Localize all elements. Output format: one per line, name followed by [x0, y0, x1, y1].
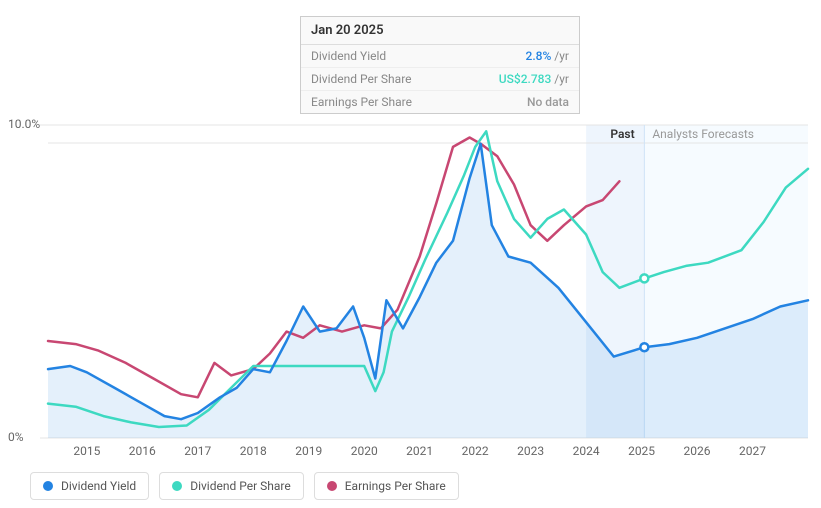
x-axis-label: 2022	[462, 444, 489, 458]
tooltip-metric-label: Dividend Yield	[311, 49, 526, 63]
legend-item[interactable]: Dividend Per Share	[159, 472, 304, 500]
x-axis-label: 2025	[628, 444, 655, 458]
dividend-chart: Jan 20 2025 Dividend Yield2.8% /yrDivide…	[0, 0, 821, 508]
tooltip-metric-value: No data	[527, 95, 569, 109]
legend-label: Dividend Yield	[61, 479, 136, 493]
legend-dot-icon	[172, 481, 182, 491]
x-axis-label: 2019	[295, 444, 322, 458]
x-axis-label: 2023	[517, 444, 544, 458]
x-axis-label: 2016	[129, 444, 156, 458]
x-axis-label: 2018	[240, 444, 267, 458]
tooltip-row: Dividend Yield2.8% /yr	[301, 45, 579, 68]
tooltip-row: Dividend Per ShareUS$2.783 /yr	[301, 68, 579, 91]
past-region-label: Past	[610, 127, 634, 141]
x-axis-label: 2017	[184, 444, 211, 458]
legend-dot-icon	[43, 481, 53, 491]
legend-label: Dividend Per Share	[190, 479, 291, 493]
x-axis-label: 2024	[573, 444, 600, 458]
x-axis-label: 2026	[684, 444, 711, 458]
chart-legend: Dividend Yield Dividend Per Share Earnings…	[30, 472, 459, 500]
tooltip-date: Jan 20 2025	[301, 17, 579, 45]
tooltip-metric-label: Earnings Per Share	[311, 95, 527, 109]
tooltip-metric-value: US$2.783 /yr	[499, 72, 569, 86]
legend-dot-icon	[327, 481, 337, 491]
tooltip-metric-label: Dividend Per Share	[311, 72, 499, 86]
legend-item[interactable]: Dividend Yield	[30, 472, 149, 500]
x-axis-label: 2027	[739, 444, 766, 458]
forecast-region-label: Analysts Forecasts	[652, 127, 754, 141]
x-axis-label: 2015	[73, 444, 100, 458]
legend-item[interactable]: Earnings Per Share	[314, 472, 459, 500]
y-axis-label: 10.0%	[8, 117, 40, 131]
tooltip-row: Earnings Per ShareNo data	[301, 91, 579, 113]
x-axis-label: 2021	[406, 444, 433, 458]
chart-tooltip: Jan 20 2025 Dividend Yield2.8% /yrDivide…	[300, 16, 580, 114]
legend-label: Earnings Per Share	[345, 479, 446, 493]
tooltip-metric-value: 2.8% /yr	[526, 49, 569, 63]
y-axis-label: 0%	[8, 430, 24, 444]
x-axis-label: 2020	[351, 444, 378, 458]
